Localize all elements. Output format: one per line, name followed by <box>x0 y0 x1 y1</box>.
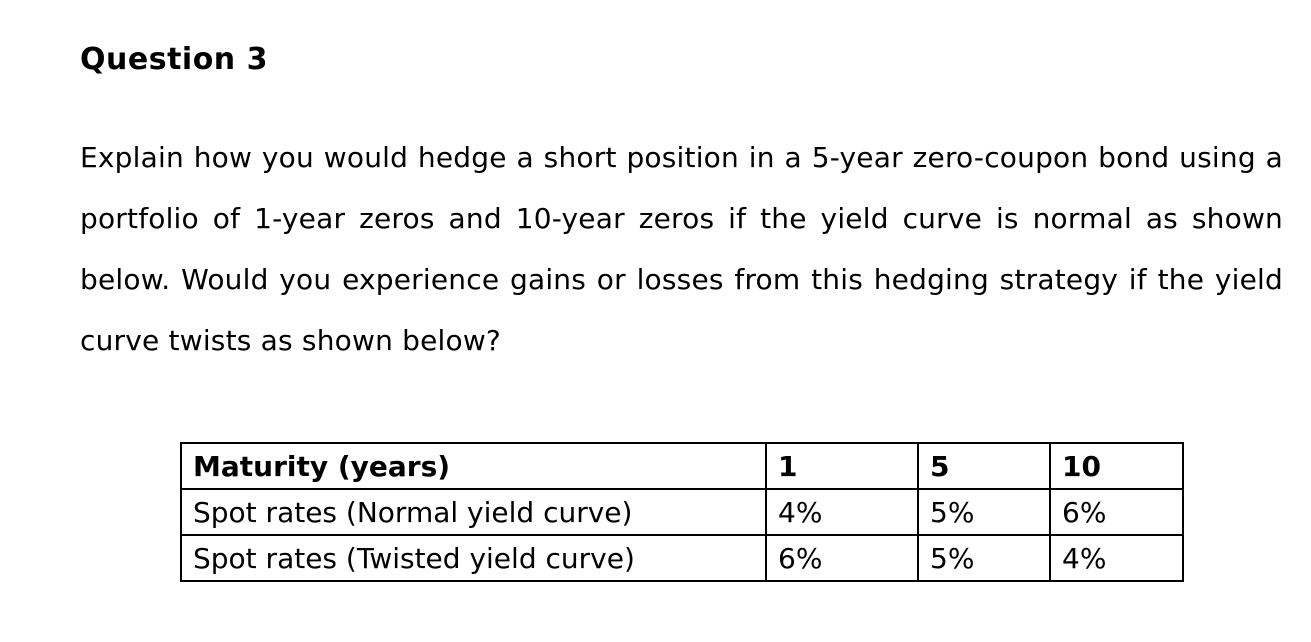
header-cell-maturity: Maturity (years) <box>180 442 767 490</box>
cell-normal-1yr: 4% <box>765 488 919 536</box>
table-row-normal-curve: Spot rates (Normal yield curve) 4% 5% 6% <box>180 488 1184 536</box>
cell-normal-5yr: 5% <box>917 488 1051 536</box>
question-heading: Question 3 <box>80 42 268 77</box>
cell-normal-label: Spot rates (Normal yield curve) <box>180 488 767 536</box>
question-paragraph: Explain how you would hedge a short posi… <box>80 141 1283 357</box>
cell-normal-10yr: 6% <box>1049 488 1184 536</box>
header-cell-1yr: 1 <box>765 442 919 490</box>
header-cell-5yr: 5 <box>917 442 1051 490</box>
cell-twisted-10yr: 4% <box>1049 534 1184 582</box>
header-cell-10yr: 10 <box>1049 442 1184 490</box>
table-row-twisted-curve: Spot rates (Twisted yield curve) 6% 5% 4… <box>180 534 1184 582</box>
spot-rates-table: Maturity (years) 1 5 10 Spot rates (Norm… <box>180 442 1184 582</box>
cell-twisted-label: Spot rates (Twisted yield curve) <box>180 534 767 582</box>
cell-twisted-1yr: 6% <box>765 534 919 582</box>
cell-twisted-5yr: 5% <box>917 534 1051 582</box>
table-header-row: Maturity (years) 1 5 10 <box>180 442 1184 490</box>
